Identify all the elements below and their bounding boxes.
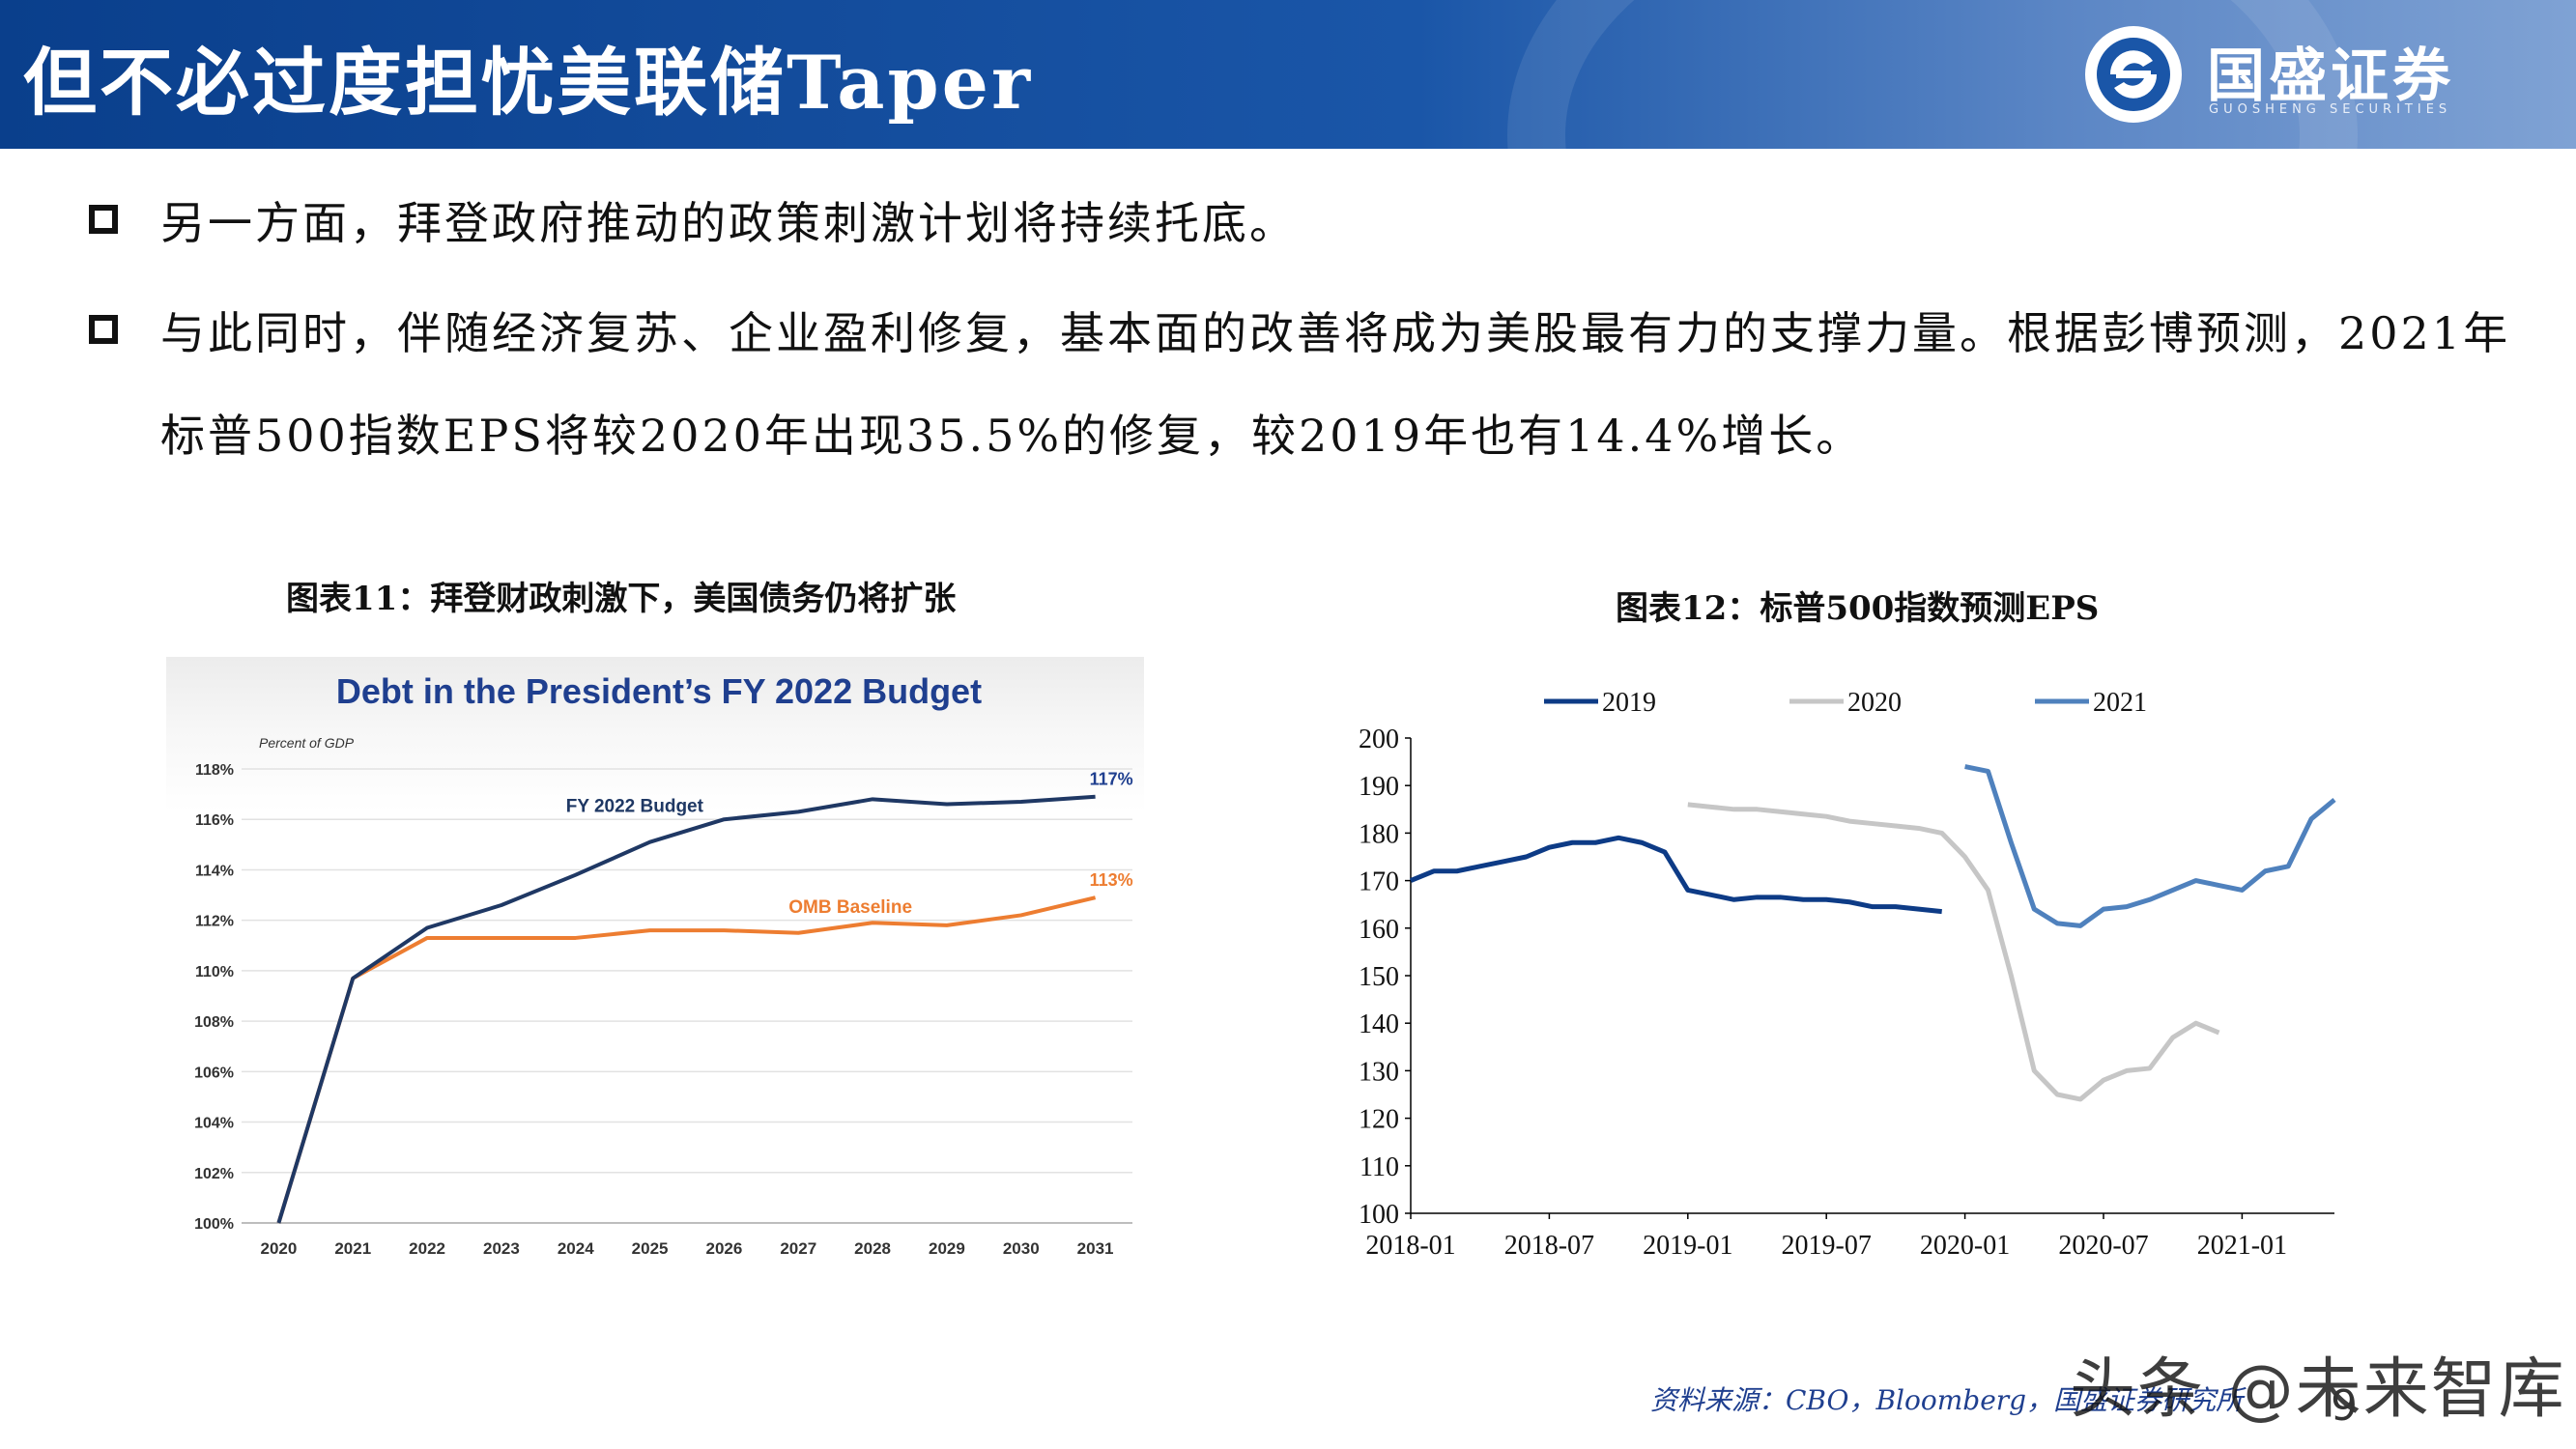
brand-subtitle: GUOSHENG SECURITIES xyxy=(2209,102,2452,117)
x-tick-label: 2018-07 xyxy=(1504,1231,1594,1261)
y-tick-label: 130 xyxy=(1359,1057,1399,1087)
x-tick-label: 2019-01 xyxy=(1643,1231,1732,1261)
debt-chart: Debt in the President’s FY 2022 Budget P… xyxy=(166,657,1144,1275)
y-tick-label: 102% xyxy=(194,1166,234,1182)
x-tick-label: 2028 xyxy=(854,1239,891,1258)
y-tick-label: 106% xyxy=(194,1065,234,1081)
figure-12-title: 图表12：标普500指数预测EPS xyxy=(1616,589,2100,628)
series-label-omb-baseline: OMB Baseline xyxy=(788,897,912,918)
x-tick-label: 2030 xyxy=(1003,1239,1040,1258)
y-tick-label: 160 xyxy=(1359,915,1399,945)
series-line-fy2022-budget xyxy=(276,794,1096,1224)
y-tick-label: 140 xyxy=(1359,1009,1399,1039)
source-note: 资料来源：CBO，Bloomberg，国盛证券研究所 xyxy=(1650,1384,2244,1416)
header-banner: 但不必过度担忧美联储Taper 国盛证券 GUOSHENG SECURITIES xyxy=(0,0,2576,149)
page-title: 但不必过度担忧美联储Taper xyxy=(23,40,1034,126)
y-tick-label: 114% xyxy=(195,863,234,879)
chart-title: Debt in the President’s FY 2022 Budget xyxy=(336,671,982,711)
x-tick-label: 2024 xyxy=(558,1239,594,1258)
x-tick-label: 2025 xyxy=(632,1239,669,1258)
end-label-budget: 117% xyxy=(1090,770,1133,789)
y-tick-label: 110% xyxy=(195,964,234,980)
bullet-item: 与此同时，伴随经济复苏、企业盈利修复，基本面的改善将成为美股最有力的支撑力量。根… xyxy=(89,282,2533,487)
bullet-text: 另一方面，拜登政府推动的政策刺激计划将持续托底。 xyxy=(160,197,1297,249)
bullet-item: 另一方面，拜登政府推动的政策刺激计划将持续托底。 xyxy=(89,172,2533,274)
y-axis-ticks: 100% 102% 104% 106% 108% 110% 112% 114% 116% 118% xyxy=(194,762,234,1233)
y-tick-label: 112% xyxy=(195,914,234,930)
series-line-2020 xyxy=(1687,802,2220,1102)
x-tick-label: 2020-07 xyxy=(2058,1231,2148,1261)
x-tick-label: 2021-01 xyxy=(2197,1231,2287,1261)
axes xyxy=(1410,738,2334,1214)
legend-label-2021: 2021 xyxy=(2093,688,2147,718)
brand-logo: 国盛证券 GUOSHENG SECURITIES xyxy=(2077,19,2541,129)
x-tick-label: 2022 xyxy=(409,1239,445,1258)
x-tick-label: 2026 xyxy=(706,1239,743,1258)
series-line-omb-baseline xyxy=(276,895,1097,1224)
brand-name: 国盛证券 xyxy=(2207,43,2454,110)
x-tick-label: 2020-01 xyxy=(1920,1231,2010,1261)
y-tick-label: 104% xyxy=(194,1116,234,1132)
x-axis-ticks: 2020 2021 2022 2023 2024 2025 2026 2027 2028 2029… xyxy=(261,1239,1114,1258)
x-tick-label: 2020 xyxy=(261,1239,298,1258)
y-tick-label: 170 xyxy=(1359,867,1399,897)
y-tick-label: 110 xyxy=(1360,1152,1399,1182)
y-tick-label: 118% xyxy=(195,762,234,779)
y-tick-label: 150 xyxy=(1359,962,1399,992)
x-tick-label: 2029 xyxy=(929,1239,965,1258)
square-bullet-icon xyxy=(89,205,118,234)
y-tick-label: 120 xyxy=(1359,1105,1399,1135)
page-number: 9 xyxy=(2331,1381,2358,1431)
x-tick-label: 2018-01 xyxy=(1365,1231,1455,1261)
eps-chart: 2019 2020 2021 100 110 120 130 140 150 160 170 180… xyxy=(1359,688,2336,1261)
series-group xyxy=(276,794,1097,1224)
y-tick-label: 108% xyxy=(194,1014,234,1031)
x-tick-label: 2021 xyxy=(334,1239,371,1258)
x-tick-label: 2019-07 xyxy=(1782,1231,1872,1261)
x-tick-label: 2027 xyxy=(780,1239,816,1258)
y-tick-label: 100 xyxy=(1359,1200,1399,1230)
square-bullet-icon xyxy=(89,315,118,344)
x-tick-label: 2023 xyxy=(483,1239,520,1258)
series-label-fy2022-budget: FY 2022 Budget xyxy=(566,796,704,816)
guosheng-logo-icon xyxy=(2085,26,2182,123)
chart-legend: 2019 2020 2021 xyxy=(1544,688,2147,718)
y-tick-label: 200 xyxy=(1359,724,1399,754)
y-axis-ticks: 100 110 120 130 140 150 160 170 180 190 200 xyxy=(1359,724,1411,1230)
series-group xyxy=(1410,764,2336,1102)
series-line-2021 xyxy=(1964,764,2336,928)
series-line-2019 xyxy=(1410,835,1942,915)
y-tick-label: 180 xyxy=(1359,819,1399,849)
legend-label-2019: 2019 xyxy=(1602,688,1656,718)
legend-label-2020: 2020 xyxy=(1847,688,1902,718)
x-tick-label: 2031 xyxy=(1077,1239,1114,1258)
y-tick-label: 190 xyxy=(1359,772,1399,802)
end-label-omb: 113% xyxy=(1090,870,1133,890)
y-axis-label: Percent of GDP xyxy=(259,735,355,751)
figure-11-title: 图表11：拜登财政刺激下，美国债务仍将扩张 xyxy=(286,580,957,618)
bullet-text: 与此同时，伴随经济复苏、企业盈利修复，基本面的改善将成为美股最有力的支撑力量。根… xyxy=(160,307,2511,462)
y-tick-label: 116% xyxy=(195,812,234,829)
gridlines xyxy=(242,768,1132,1224)
watermark: 头条 @未来智库 xyxy=(2070,1351,2566,1428)
x-axis-ticks: 2018-01 2018-07 2019-01 2019-07 2020-01 2020-… xyxy=(1365,1213,2287,1261)
y-tick-label: 100% xyxy=(194,1216,234,1233)
